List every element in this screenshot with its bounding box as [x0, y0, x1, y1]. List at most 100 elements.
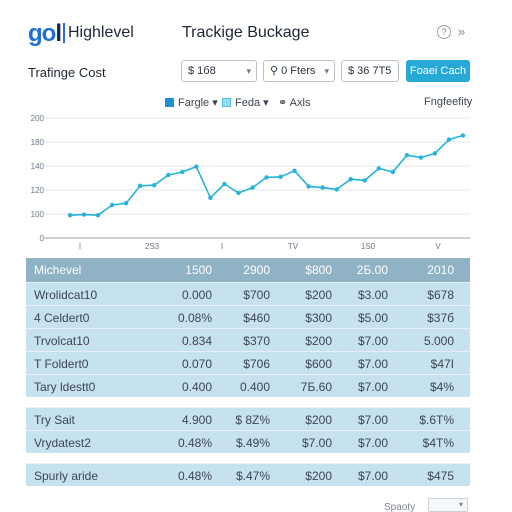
x-tick-label: 1S0 [361, 242, 376, 251]
data-point [152, 183, 157, 188]
table-cell: $7.00 [357, 357, 388, 371]
y-tick-label: 200 [31, 114, 45, 123]
table-cell: 0.834 [181, 334, 212, 348]
table-cell: $678 [427, 288, 454, 302]
data-point [348, 177, 353, 182]
table-cell: 0.070 [181, 357, 212, 371]
y-tick-label: 120 [31, 186, 45, 195]
table-row[interactable]: T Foldert0 0.070 $706 $600 $7.00 $47I [26, 351, 470, 374]
x-tick-label: 2S3 [145, 242, 160, 251]
data-point [376, 166, 381, 171]
footer: Spaoty ▾ [0, 496, 512, 512]
table-cell: $7.00 [301, 436, 332, 450]
double-chevron-right-icon[interactable]: » [458, 24, 466, 39]
data-point [432, 151, 438, 156]
legend-label-2: Feda [235, 97, 261, 109]
table-cell: $5.00 [357, 311, 388, 325]
table-row[interactable]: Vrydatest2 0.48% $.49% $7.00 $7.00 $4Т% [26, 430, 470, 453]
table-cell: $700 [243, 288, 270, 302]
table-cell: $.49% [235, 436, 270, 450]
table-cell: $200 [305, 288, 332, 302]
y-tick-label: 140 [31, 162, 45, 171]
table-cell: $475 [427, 469, 454, 483]
table-cell: $7.00 [357, 413, 388, 427]
filters-select[interactable]: ⚲ 0 Fters ▾ [263, 60, 335, 82]
filters-select-value: 0 Fters [281, 65, 316, 77]
table-cell: 0.48% [177, 469, 212, 483]
row-label: Vrydatest2 [34, 436, 91, 450]
table-cell: $200 [305, 469, 332, 483]
table-cell: $.47% [235, 469, 270, 483]
table-cell: $37б [427, 311, 454, 325]
link-icon: ⚭ [278, 97, 288, 109]
data-point [208, 195, 213, 200]
primary-action-button[interactable]: Foaei Cach [406, 60, 470, 82]
legend-item-2[interactable]: Feda ▾ [222, 96, 269, 109]
chevron-down-icon: ▾ [212, 97, 218, 109]
amount-select[interactable]: $ 1б8 ▾ [181, 60, 257, 82]
row-label: 4 Celdert0 [34, 311, 90, 325]
toolbar: Trafinge Cost $ 1б8 ▾ ⚲ 0 Fters ▾ $ 36 7… [0, 58, 512, 86]
y-tick-label: 0 [40, 234, 45, 243]
chart-legend: Fargle ▾ Feda ▾ ⚭ Axls Fngfeefity [0, 92, 512, 112]
legend-swatch-2 [222, 98, 231, 107]
table-cell: $7.00 [357, 469, 388, 483]
table-row[interactable]: Wrolidcat10 0.000 $700 $200 $3.00 $678 [26, 282, 470, 305]
total-select[interactable]: $ 36 7Т5 [341, 60, 399, 82]
data-point [222, 181, 227, 187]
data-point [236, 190, 241, 196]
table-cell: 0.400 [239, 380, 270, 394]
brand-name: Highlevel [68, 24, 134, 41]
row-label: T Foldert0 [34, 357, 89, 371]
table-cell: 7Б.60 [300, 380, 332, 394]
table-row[interactable]: 4 Celdert0 0.08% $460 $300 $5.00 $37б [26, 305, 470, 328]
data-point [362, 178, 367, 183]
legend-label-3: Axls [289, 97, 311, 109]
table-cell: 2010 [427, 263, 454, 277]
table-row[interactable]: Tary ldestt0 0.400 0.400 7Б.60 $7.00 $4% [26, 374, 470, 397]
help-circle-icon[interactable]: ? [437, 25, 451, 39]
table-row[interactable]: Spurly aride 0.48% $.47% $200 $7.00 $475 [26, 463, 470, 486]
data-point [194, 164, 199, 169]
data-point [460, 133, 466, 138]
logo-mark-end: l [55, 20, 62, 47]
table-row[interactable]: Trvolcat10 0.834 $370 $200 $7.00 5.000 [26, 328, 470, 351]
table-row[interactable]: Try Sait 4.900 $ 8Z% $200 $7.00 $.6Т% [26, 407, 470, 430]
legend-item-1[interactable]: Fargle ▾ [165, 96, 218, 109]
data-point [292, 168, 297, 173]
filter-icon: ⚲ [270, 65, 279, 77]
data-point [320, 185, 325, 190]
section-label: Trafinge Cost [28, 65, 106, 80]
chevron-down-icon: ▾ [324, 66, 329, 76]
chevron-down-icon: ▾ [458, 500, 463, 509]
table-cell: 0.000 [181, 288, 212, 302]
table-cell: 1500 [185, 263, 212, 277]
table-cell: $200 [305, 334, 332, 348]
legend-item-3[interactable]: ⚭ Axls [278, 96, 310, 109]
data-point [123, 201, 129, 206]
table-cell: $4Т% [422, 436, 454, 450]
row-label: Michevel [34, 263, 82, 277]
x-tick-label: V [435, 242, 441, 251]
table-cell: $3.00 [357, 288, 388, 302]
data-point [138, 183, 143, 188]
data-point [81, 212, 87, 217]
logo[interactable]: gol [28, 20, 62, 48]
table-cell: $200 [305, 413, 332, 427]
chevron-down-icon: ▾ [263, 97, 269, 109]
table-cell: $600 [305, 357, 332, 371]
table-cell: 2900 [243, 263, 270, 277]
table-cell: 5.000 [423, 334, 454, 348]
row-label: Trvolcat10 [34, 334, 90, 348]
table-cell: 4.900 [181, 413, 212, 427]
data-point [166, 172, 171, 178]
data-point [180, 169, 185, 175]
footer-select[interactable]: ▾ [428, 498, 468, 512]
x-tick-label: I [79, 242, 81, 251]
table-cell: $.6Т% [419, 413, 454, 427]
line-chart: 200 180 140 120 100 0 I 2S3 I TV 1S0 V [0, 112, 512, 252]
legend-swatch-1 [165, 98, 174, 107]
data-point [334, 187, 339, 192]
row-label: Wrolidcat10 [34, 288, 98, 302]
amount-select-value: $ 1б8 [188, 65, 216, 77]
